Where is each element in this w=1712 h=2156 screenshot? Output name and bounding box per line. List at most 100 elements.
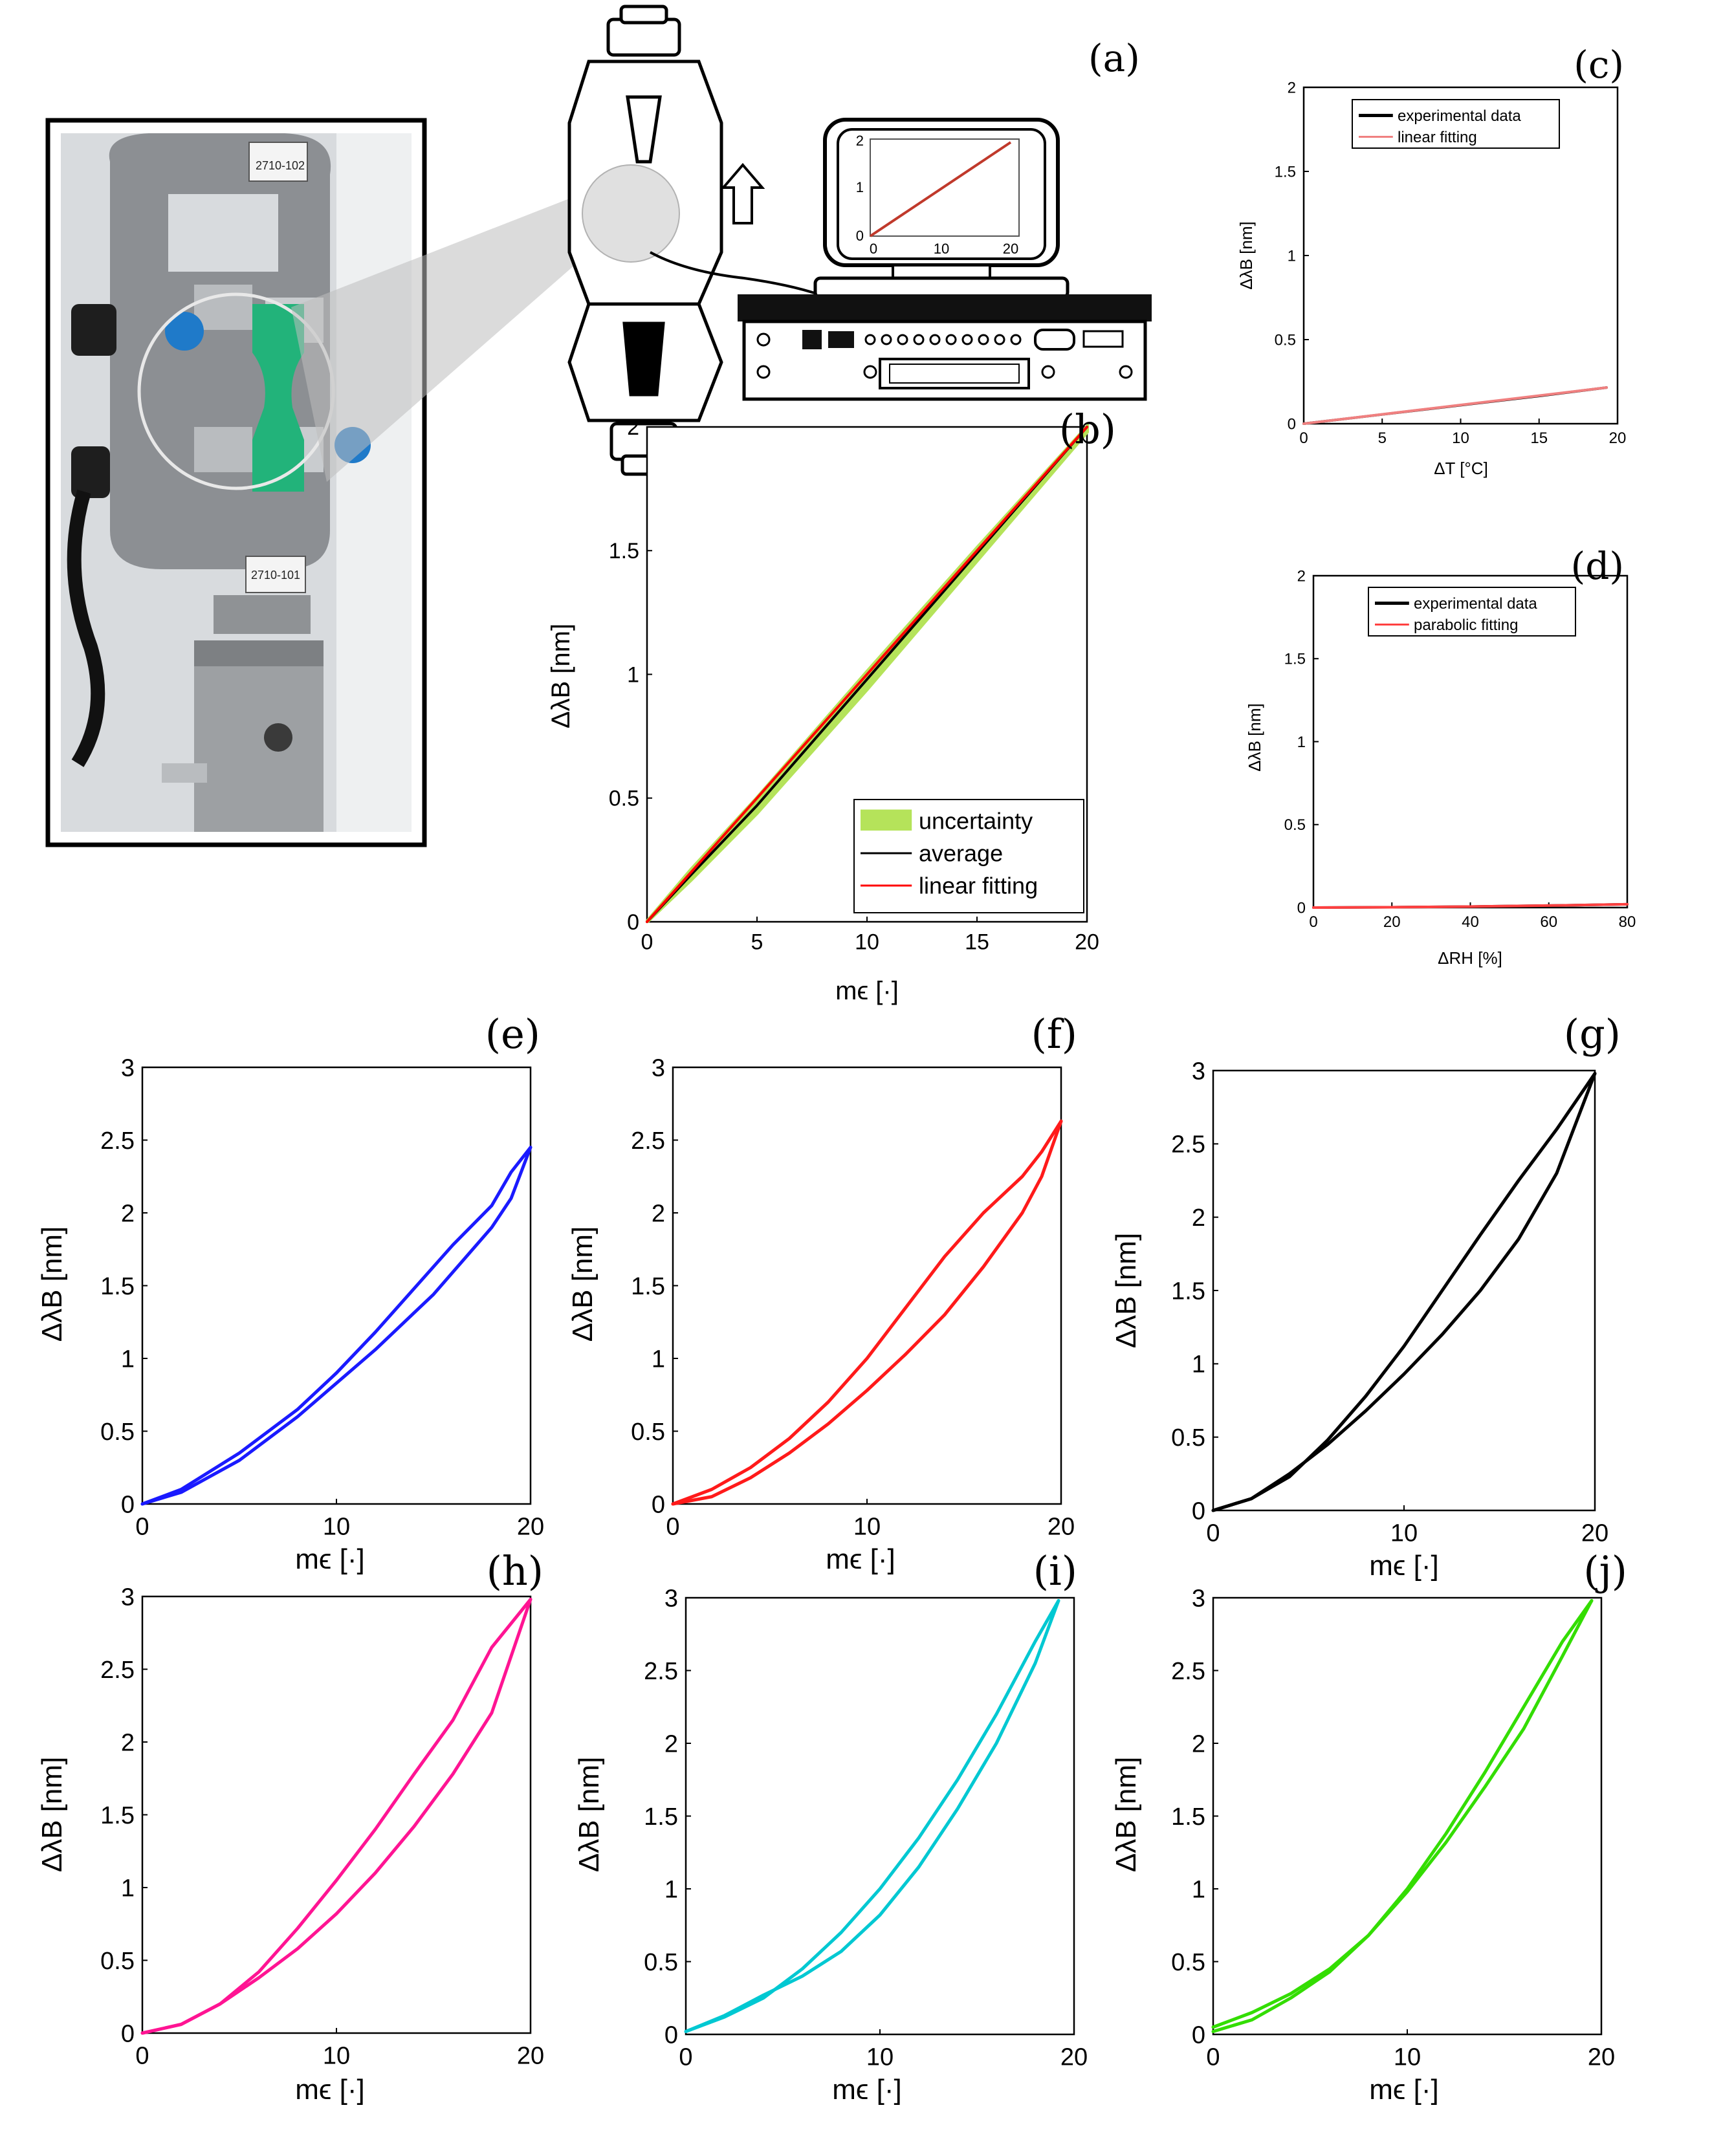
plot-frame-h — [141, 1595, 532, 2034]
x-tick-label-g: 20 — [1581, 1520, 1608, 1547]
panel-label-a: (a) — [1088, 36, 1140, 80]
y-axis-label-i: ΔλB [nm] — [573, 1757, 605, 1873]
y-tick-label-c: 0.5 — [1275, 331, 1296, 349]
y-tick-label-b: 0 — [627, 910, 639, 935]
y-tick-label-d: 0.5 — [1284, 816, 1306, 834]
y-tick-label-e: 3 — [121, 1054, 135, 1082]
y-tick-label-d: 1 — [1297, 734, 1306, 751]
up-arrow-icon — [720, 162, 765, 224]
monitor-xtick-0: 0 — [870, 241, 877, 257]
y-tick-label-i: 0.5 — [644, 1949, 678, 1976]
legend-entry-b: uncertainty — [919, 808, 1033, 834]
y-tick-label-d: 0 — [1297, 899, 1306, 917]
panel-label-b: (b) — [1059, 406, 1116, 453]
x-tick-label-c: 5 — [1378, 430, 1387, 447]
y-tick-label-f: 3 — [652, 1054, 665, 1082]
x-axis-label-h: mϵ [·] — [295, 2074, 364, 2106]
y-tick-label-h: 1 — [121, 1875, 135, 1902]
y-tick-label-f: 2.5 — [631, 1127, 665, 1155]
legend-swatch-b — [861, 809, 912, 831]
monitor-mini-line — [869, 141, 1012, 237]
y-tick-label-j: 1.5 — [1171, 1803, 1205, 1831]
plot-frame-f — [672, 1066, 1062, 1505]
x-tick-label-f: 0 — [666, 1514, 679, 1541]
y-axis-label-h: ΔλB [nm] — [36, 1757, 68, 1873]
monitor-ytick-2: 2 — [856, 133, 864, 149]
series-line-e-loading — [140, 1146, 532, 1506]
y-tick-label-c: 1 — [1288, 247, 1296, 265]
legend-box-c — [1352, 99, 1560, 149]
y-tick-label-f: 0 — [652, 1491, 665, 1518]
y-tick-label-b: 1 — [627, 662, 639, 687]
panel-label-e: (e) — [485, 1010, 540, 1058]
panel-label-f: (f) — [1031, 1010, 1077, 1058]
y-tick-label-d: 2 — [1297, 567, 1306, 585]
monitor-mini-chart: 0 1 2 0 10 20 — [856, 133, 1020, 257]
y-tick-label-g: 1 — [1192, 1351, 1205, 1378]
x-tick-label-j: 0 — [1206, 2044, 1220, 2071]
monitor-ytick-0: 0 — [856, 228, 864, 244]
series-line-i-unloading — [684, 1599, 1060, 2033]
legend-entry-d: experimental data — [1414, 595, 1537, 613]
x-tick-label-g: 0 — [1206, 1520, 1220, 1547]
y-tick-label-j: 3 — [1192, 1585, 1205, 1612]
y-tick-label-j: 2 — [1192, 1730, 1205, 1758]
series-line-j-unloading — [1211, 1599, 1594, 2033]
x-tick-label-d: 80 — [1619, 913, 1636, 931]
y-tick-label-g: 2 — [1192, 1204, 1205, 1232]
zoom-cone — [291, 197, 586, 482]
x-tick-label-f: 10 — [853, 1514, 881, 1541]
x-tick-label-b: 15 — [965, 930, 989, 955]
x-tick-label-h: 20 — [517, 2043, 544, 2070]
y-tick-label-h: 0 — [121, 2020, 135, 2047]
y-tick-label-h: 1.5 — [100, 1802, 135, 1829]
y-tick-label-g: 1.5 — [1171, 1278, 1205, 1305]
fiber-cable — [650, 251, 819, 296]
x-tick-label-i: 0 — [679, 2044, 692, 2071]
legend-entry-c: linear fitting — [1398, 129, 1477, 146]
x-axis-label-f: mϵ [·] — [826, 1543, 895, 1575]
x-tick-label-d: 60 — [1540, 913, 1557, 931]
plot-frame-e — [141, 1066, 532, 1505]
y-tick-label-f: 2 — [652, 1200, 665, 1227]
chart-e-hysteresis: 0 10 20 0 0.5 1 1.5 2 2.5 3 mϵ [·] ΔλB [nm] (e) — [36, 1010, 544, 1575]
legend-entry-b: average — [919, 840, 1003, 867]
y-tick-label-e: 1 — [121, 1345, 135, 1373]
y-tick-label-g: 3 — [1192, 1058, 1205, 1085]
y-tick-label-e: 2 — [121, 1200, 135, 1227]
series-line-b-average — [646, 426, 1088, 923]
x-axis-label-c: ΔT [°C] — [1434, 459, 1488, 478]
y-tick-label-g: 0.5 — [1171, 1424, 1205, 1452]
y-tick-label-f: 0.5 — [631, 1419, 665, 1446]
y-tick-label-h: 3 — [121, 1584, 135, 1611]
series-line-f-unloading — [671, 1119, 1063, 1506]
x-tick-label-b: 20 — [1075, 930, 1099, 955]
y-tick-label-i: 2 — [664, 1730, 678, 1758]
chart-j-hysteresis: 0 10 20 0 0.5 1 1.5 2 2.5 3 mϵ [·] ΔλB [nm] (j) — [1110, 1547, 1627, 2106]
x-axis-label-g: mϵ [·] — [1369, 1550, 1438, 1582]
x-tick-label-f: 20 — [1048, 1514, 1075, 1541]
chart-i-hysteresis: 0 10 20 0 0.5 1 1.5 2 2.5 3 mϵ [·] ΔλB [nm] (i) — [573, 1547, 1088, 2106]
y-tick-label-e: 1.5 — [100, 1273, 135, 1300]
chart-b-strain-calibration: 0 5 10 15 20 0 0.5 1 1.5 2 mϵ [·] ΔλB [nm] (b) uncert… — [547, 406, 1116, 1005]
y-tick-label-e: 0.5 — [100, 1419, 135, 1446]
panel-label-i: (i) — [1033, 1547, 1077, 1595]
y-tick-label-d: 1.5 — [1284, 651, 1306, 668]
x-tick-label-d: 20 — [1383, 913, 1401, 931]
x-axis-label-j: mϵ [·] — [1369, 2074, 1438, 2106]
x-tick-label-h: 0 — [135, 2043, 149, 2070]
series-line-d-parabolic-fitting — [1312, 902, 1629, 909]
legend-entry-d: parabolic fitting — [1414, 616, 1518, 634]
chart-g-hysteresis: 0 10 20 0 0.5 1 1.5 2 2.5 3 mϵ [·] ΔλB [nm] (g) — [1110, 1010, 1621, 1582]
monitor-xtick-1: 10 — [934, 241, 949, 257]
x-tick-label-b: 0 — [641, 930, 653, 955]
panel-label-h: (h) — [487, 1547, 543, 1595]
y-axis-label-g: ΔλB [nm] — [1110, 1233, 1142, 1349]
y-tick-label-f: 1 — [652, 1345, 665, 1373]
y-tick-label-e: 0 — [121, 1491, 135, 1518]
y-tick-label-i: 0 — [664, 2021, 678, 2049]
x-tick-label-j: 20 — [1588, 2044, 1615, 2071]
x-axis-label-i: mϵ [·] — [832, 2074, 901, 2106]
y-axis-label-j: ΔλB [nm] — [1110, 1757, 1142, 1873]
